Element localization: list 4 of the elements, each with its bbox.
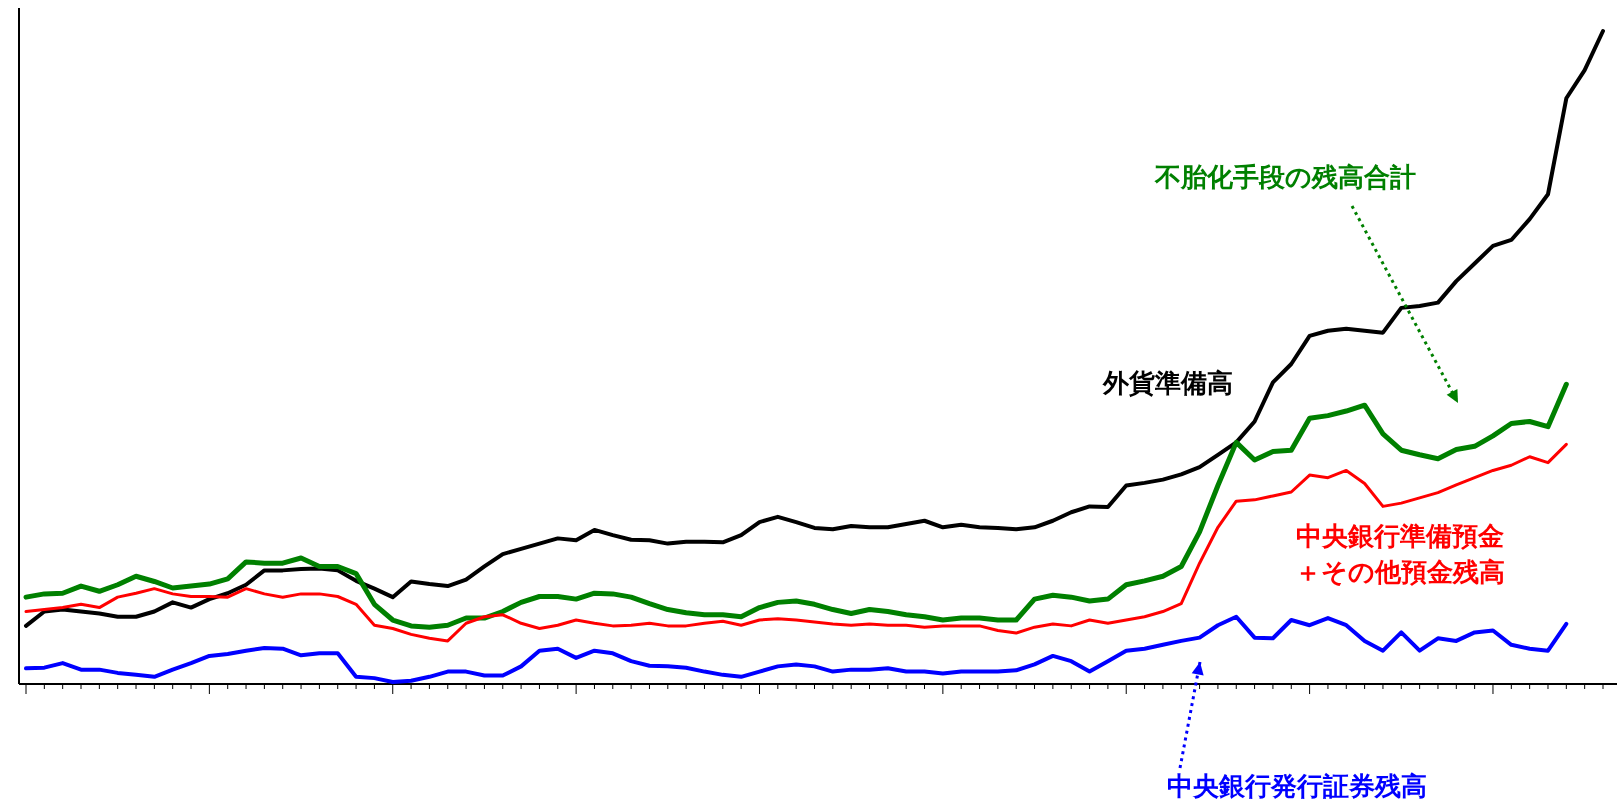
series-label: 中央銀行準備預金＋その他預金残高 <box>1295 521 1505 587</box>
text: 中央銀行発行証券残高 <box>1167 771 1427 801</box>
series-label: 外貨準備高 <box>1102 368 1233 398</box>
text: 不胎化手段の残高合計 <box>1153 162 1416 192</box>
